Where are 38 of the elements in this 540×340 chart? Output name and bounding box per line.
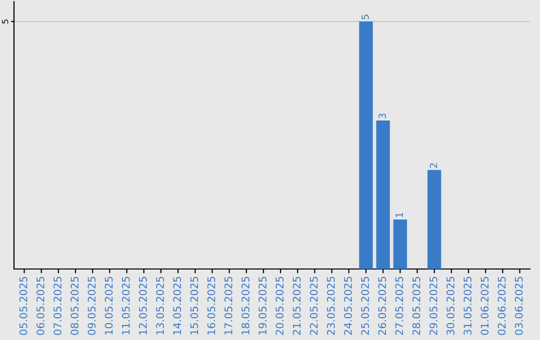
x-tick-label: 03.06.2025 [514,276,523,335]
x-tick-label: 31.05.2025 [464,276,472,335]
bar [427,170,442,269]
x-tick-label: 05.05.2025 [19,276,28,335]
x-tick-label: 18.05.2025 [242,276,250,334]
x-tick-label: 06.05.2025 [36,276,44,335]
x-tick-label: 22.05.2025 [310,276,318,335]
x-tick-label: 30.05.2025 [446,276,454,335]
data-label: 5 [362,14,369,20]
x-tick-label: 23.05.2025 [326,276,335,335]
x-tick-label: 15.05.2025 [190,276,198,334]
x-tick-label: 12.05.2025 [139,276,147,334]
bar [393,220,407,269]
x-tick-label: 13.05.2025 [156,276,164,334]
x-tick-label: 02.06.2025 [498,276,506,335]
x-tick-label: 11.05.2025 [122,276,130,334]
x-tick-label: 16.05.2025 [207,276,216,334]
x-tick-label: 14.05.2025 [173,276,182,334]
x-tick-label: 10.05.2025 [104,276,113,334]
x-tick-label: 08.05.2025 [70,276,79,335]
x-tick-label: 27.05.2025 [395,276,404,335]
x-tick-label: 24.05.2025 [344,276,352,335]
x-tick-label: 26.05.2025 [378,276,386,335]
x-tick-label: 07.05.2025 [54,276,62,335]
bar [359,22,373,269]
data-label: 2 [430,163,437,168]
x-tick-label: 29.05.2025 [429,276,438,335]
data-label: 3 [378,114,386,118]
bar [376,120,390,269]
x-tick-label: 01.06.2025 [480,276,489,335]
x-tick-label: 17.05.2025 [224,276,232,334]
data-label: 1 [396,212,403,218]
x-tick-label: 09.05.2025 [88,276,96,335]
x-tick-label: 21.05.2025 [292,276,301,335]
x-tick-label: 19.05.2025 [258,276,266,334]
x-tick-label: 25.05.2025 [361,276,369,335]
x-tick-label: 28.05.2025 [412,276,420,335]
x-tick-label: 20.05.2025 [276,276,284,335]
